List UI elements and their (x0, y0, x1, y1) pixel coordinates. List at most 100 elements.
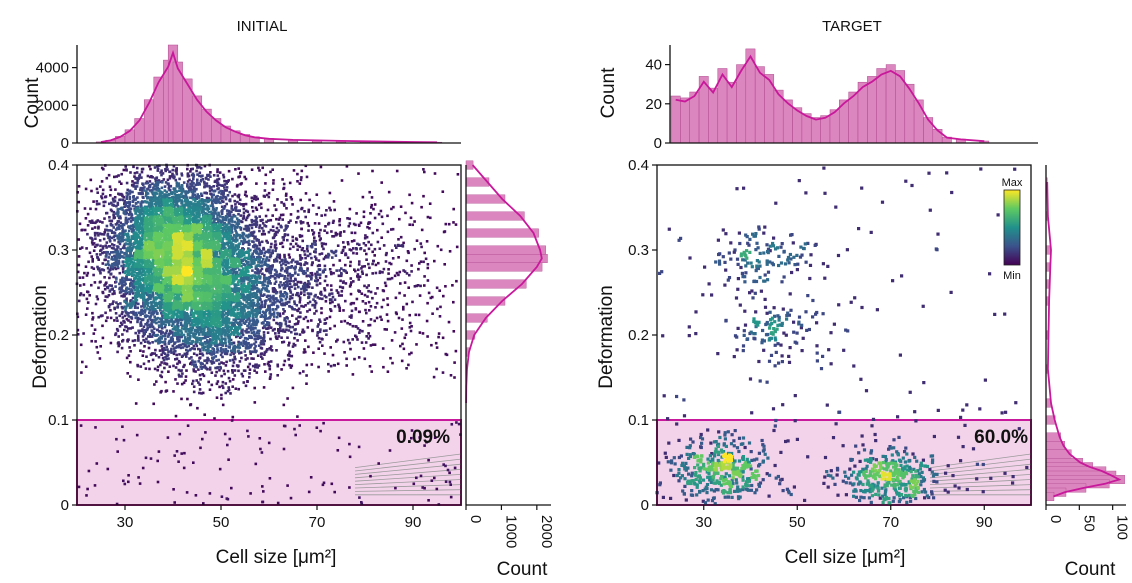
scatter-point (409, 329, 413, 333)
scatter-point (286, 317, 289, 320)
scatter-point (316, 270, 319, 274)
scatter-point (103, 287, 107, 291)
scatter-point (286, 282, 289, 286)
scatter-point (145, 180, 149, 184)
scatter-point (256, 329, 260, 333)
scatter-point (341, 281, 345, 284)
scatter-point (283, 277, 286, 281)
scatter-point (251, 319, 255, 322)
scatter-point (285, 293, 288, 296)
scatter-point (126, 193, 130, 196)
scatter-point (295, 322, 298, 326)
scatter-point (404, 333, 408, 336)
scatter-point (107, 173, 111, 177)
scatter-point (171, 321, 175, 325)
scatter-point (403, 336, 407, 340)
scatter-point (228, 199, 232, 203)
scatter-point (206, 206, 209, 210)
scatter-point (251, 223, 254, 227)
scatter-point (425, 440, 428, 444)
scatter-point (373, 216, 377, 220)
scatter-point (142, 196, 145, 199)
top-hist-bar (153, 76, 164, 144)
scatter-point (215, 253, 219, 256)
scatter-point (89, 207, 92, 211)
scatter-point (232, 323, 235, 327)
scatter-point (221, 384, 224, 388)
scatter-point (251, 234, 255, 238)
scatter-point (227, 330, 231, 334)
scatter-point (187, 186, 190, 190)
scatter-point (188, 316, 192, 320)
scatter-point (250, 285, 253, 288)
scatter-point (289, 276, 292, 280)
scatter-point (146, 174, 150, 178)
scatter-point (254, 321, 257, 325)
scatter-point (277, 331, 281, 335)
scatter-point (257, 166, 260, 170)
scatter-point (290, 285, 293, 289)
scatter-point (128, 306, 132, 309)
scatter-point (86, 301, 90, 304)
scatter-point (200, 367, 203, 370)
scatter-point (173, 341, 177, 344)
scatter-point (248, 321, 251, 325)
scatter-point (288, 282, 292, 286)
scatter-point (290, 305, 293, 309)
scatter-point (178, 199, 182, 202)
scatter-point (427, 499, 430, 502)
scatter-point (188, 357, 191, 360)
scatter-point (206, 204, 209, 208)
scatter-point (263, 319, 267, 322)
scatter-point (450, 423, 454, 426)
scatter-point (140, 318, 144, 322)
scatter-point (112, 290, 116, 293)
scatter-point (288, 247, 292, 251)
scatter-point (221, 380, 225, 384)
scatter-point (400, 327, 404, 330)
scatter-point (296, 262, 299, 265)
scatter-point (252, 245, 256, 248)
scatter-point (272, 318, 276, 322)
scatter-point (231, 253, 234, 257)
scatter-point (99, 244, 102, 248)
scatter-point (341, 286, 345, 290)
scatter-point (227, 244, 230, 247)
scatter-point (286, 225, 289, 228)
scatter-point (432, 375, 436, 379)
scatter-point (220, 335, 223, 338)
scatter-point (154, 317, 158, 321)
scatter-point (271, 264, 274, 267)
scatter-point (202, 199, 206, 202)
scatter-point (128, 203, 131, 206)
scatter-point (389, 262, 393, 266)
scatter-point (201, 178, 205, 181)
scatter-point (222, 350, 226, 353)
scatter-point (175, 333, 178, 337)
scatter-point (90, 219, 94, 223)
scatter-point (150, 190, 154, 194)
scatter-point (252, 357, 255, 360)
scatter-point (320, 242, 324, 245)
scatter-point (111, 265, 114, 269)
scatter-point (216, 187, 219, 191)
scatter-point (235, 290, 238, 294)
scatter-point (258, 241, 261, 244)
scatter-point (426, 335, 429, 338)
scatter-point (252, 223, 256, 226)
scatter-point (255, 371, 259, 374)
scatter-point (367, 247, 371, 251)
scatter-point (154, 339, 157, 343)
scatter-point (294, 260, 297, 264)
scatter-point (161, 334, 165, 338)
scatter-point (104, 244, 108, 247)
scatter-point (116, 303, 120, 306)
scatter-point (125, 329, 129, 333)
scatter-point (227, 221, 231, 224)
scatter-point (268, 316, 271, 319)
scatter-point (155, 197, 159, 201)
scatter-point (323, 264, 327, 268)
scatter-point (129, 327, 133, 330)
scatter-point (138, 175, 141, 178)
scatter-point (407, 363, 410, 367)
